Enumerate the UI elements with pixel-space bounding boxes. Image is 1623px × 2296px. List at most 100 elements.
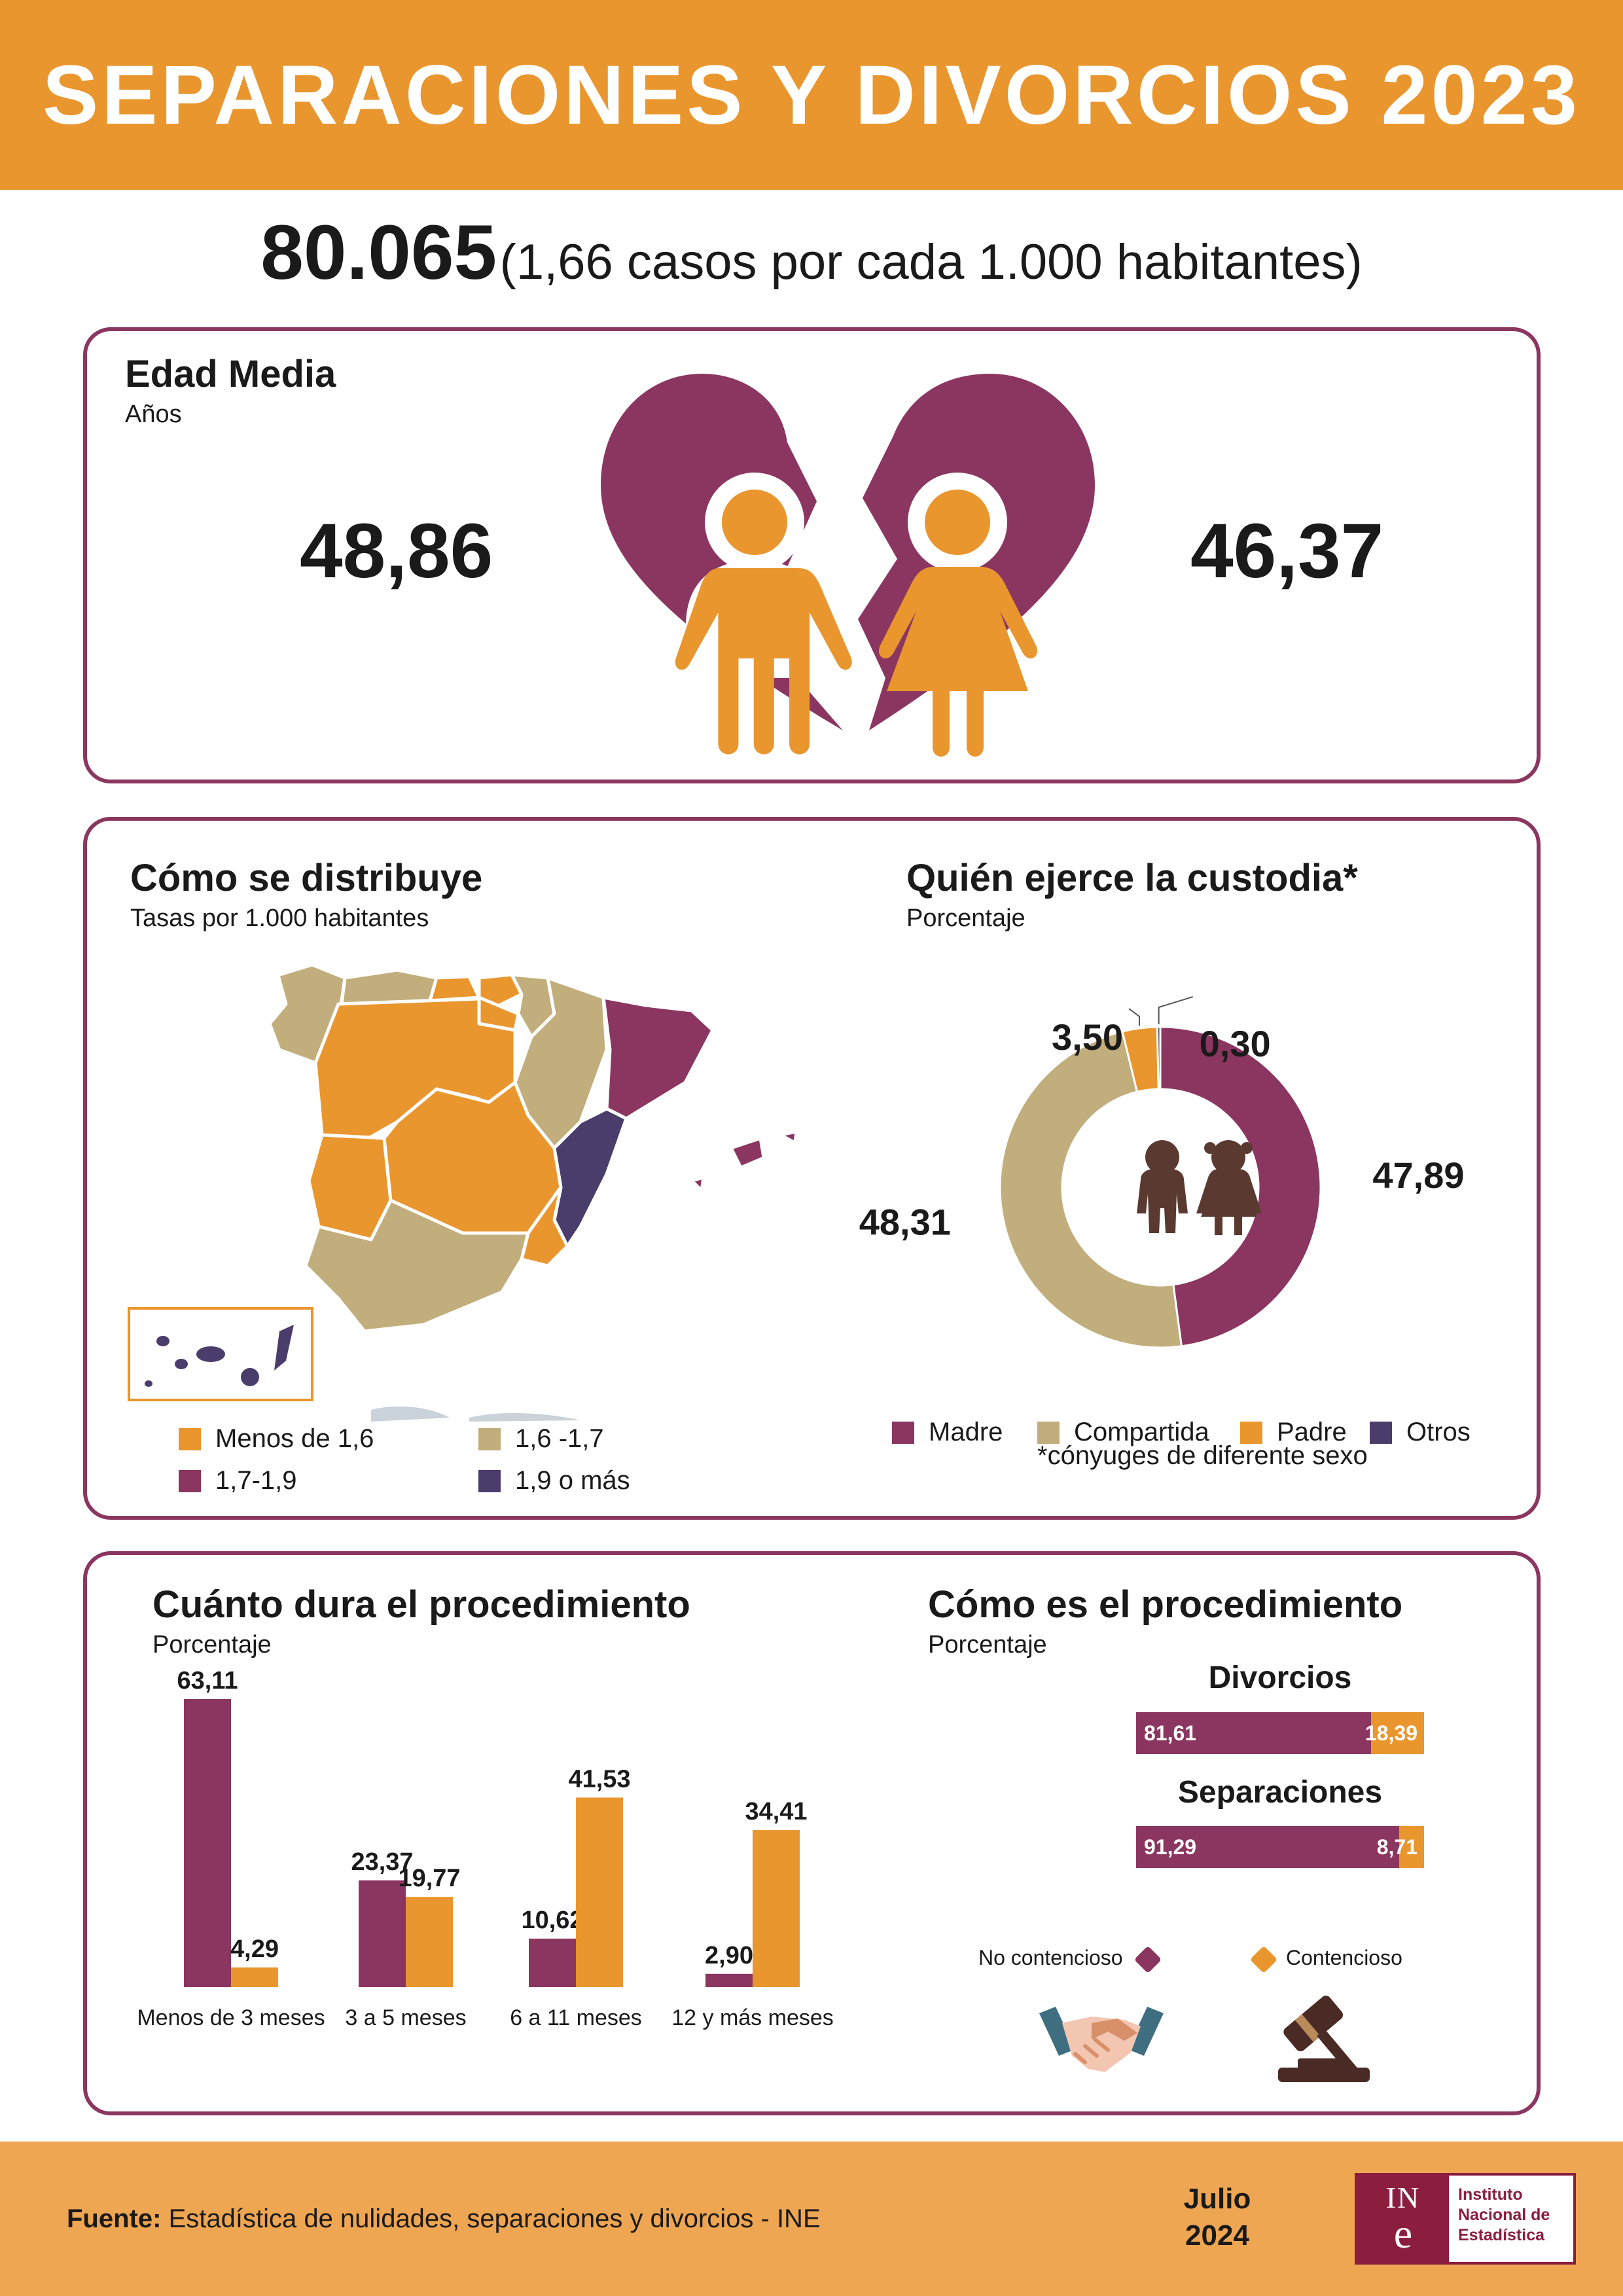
custody-title: Quién ejerce la custodia* xyxy=(906,857,1358,899)
legend-contencioso-diamond xyxy=(1251,1946,1277,1973)
legend-swatch-navy xyxy=(1370,1421,1392,1444)
legend-padre: Padre xyxy=(1240,1418,1347,1447)
leader-otros xyxy=(1158,996,1193,1025)
ine-logo-mark: IN e xyxy=(1357,2176,1449,2262)
legend-compartida: Compartida xyxy=(1037,1418,1209,1447)
region-asturias xyxy=(340,968,438,1006)
publication-date: Julio 2024 xyxy=(1145,2181,1289,2254)
legend-label: 1,7-1,9 xyxy=(215,1466,297,1495)
separations-no-contencioso-segment: 91,29 xyxy=(1136,1826,1399,1868)
bar-purple-3 xyxy=(705,1973,753,1987)
ine-logo[interactable]: IN e Instituto Nacional de Estadística xyxy=(1355,2173,1576,2265)
ine-logo-text: Instituto Nacional de Estadística xyxy=(1449,2176,1550,2262)
legend-1-6-1-7: 1,6 -1,7 xyxy=(478,1424,604,1454)
bar-value-label: 23,37 xyxy=(351,1848,413,1876)
broken-heart-icon xyxy=(601,374,1095,757)
bar-purple-1 xyxy=(359,1880,406,1987)
category-label: 12 y más meses xyxy=(671,2005,834,2030)
legend-label: Menos de 1,6 xyxy=(215,1424,374,1453)
age-panel: Edad Media Años 48,86 46,37 xyxy=(83,327,1541,783)
bar-orange-3 xyxy=(753,1830,800,1987)
duration-subtitle: Porcentaje xyxy=(152,1631,272,1659)
age-man-value: 48,86 xyxy=(300,508,493,594)
label-compartida: 48,31 xyxy=(859,1202,951,1243)
children-icon xyxy=(1137,1140,1262,1235)
bar-value-label: 63,11 xyxy=(177,1667,238,1695)
distribution-title: Cómo se distribuye xyxy=(130,857,483,899)
slice-compartida xyxy=(999,1030,1183,1349)
bar-value-label: 19,77 xyxy=(398,1865,460,1892)
age-title: Edad Media xyxy=(125,353,336,395)
bar-purple-2 xyxy=(529,1938,576,1987)
ine-logo-line: Estadística xyxy=(1458,2226,1545,2244)
date-month: Julio xyxy=(1183,2183,1251,2215)
legend-swatch-orange xyxy=(179,1427,201,1450)
region-pais-vasco xyxy=(477,973,524,1009)
spain-map xyxy=(128,963,798,1422)
legend-no-contencioso-diamond xyxy=(1135,1946,1161,1973)
total-cases: 80.065 (1,66 casos por cada 1.000 habita… xyxy=(0,208,1623,297)
source-text: Estadística de nulidades, separaciones y… xyxy=(168,2204,821,2233)
legend-1-9-mas: 1,9 o más xyxy=(478,1466,630,1496)
age-woman-value: 46,37 xyxy=(1190,508,1384,594)
source-line: Fuente: Estadística de nulidades, separa… xyxy=(67,2204,821,2234)
date-year: 2024 xyxy=(1185,2219,1249,2251)
category-label: 3 a 5 meses xyxy=(345,2005,466,2030)
category-label: 6 a 11 meses xyxy=(510,2005,642,2030)
separations-stacked-bar: 91,29 8,71 xyxy=(1136,1826,1424,1868)
distribution-subtitle: Tasas por 1.000 habitantes xyxy=(130,905,429,932)
legend-swatch-beige xyxy=(478,1427,501,1450)
total-value: 80.065 xyxy=(260,209,497,296)
ine-logo-in: IN xyxy=(1385,2181,1421,2214)
gavel-icon xyxy=(1278,1996,1370,2082)
legend-contencioso-label: Contencioso xyxy=(1286,1946,1402,1969)
legend-label: 1,6 -1,7 xyxy=(515,1424,604,1453)
legend-label: Compartida xyxy=(1074,1418,1209,1446)
header-banner: SEPARACIONES Y DIVORCIOS 2023 xyxy=(0,0,1623,190)
rate-text: (1,66 casos por cada 1.000 habitantes) xyxy=(499,234,1363,290)
bar-value-label: 4,29 xyxy=(230,1935,279,1963)
legend-label: Padre xyxy=(1277,1418,1347,1446)
legend-swatch-orange xyxy=(1240,1421,1262,1444)
legend-label: Madre xyxy=(929,1418,1003,1446)
legend-menos-1-6: Menos de 1,6 xyxy=(179,1424,374,1454)
custody-note: *cónyuges de diferente sexo xyxy=(1037,1441,1368,1470)
canarias-inset xyxy=(128,1307,313,1401)
label-padre: 3,50 xyxy=(1052,1016,1123,1058)
divorces-label: Divorcios xyxy=(1208,1660,1352,1695)
separations-label: Separaciones xyxy=(1177,1775,1383,1810)
divorces-no-contencioso-segment: 81,61 xyxy=(1136,1712,1372,1754)
legend-swatch-purple xyxy=(179,1469,201,1492)
bar-purple-0 xyxy=(184,1699,231,1987)
ine-logo-line: Nacional de xyxy=(1458,2206,1550,2224)
legend-label: Otros xyxy=(1406,1418,1471,1446)
bar-orange-0 xyxy=(231,1967,278,1987)
legend-madre: Madre xyxy=(892,1418,1003,1447)
leader-padre xyxy=(1128,1008,1141,1026)
region-cantabria xyxy=(428,975,481,1003)
legend-swatch-beige xyxy=(1037,1421,1060,1444)
divorces-contencioso-segment: 18,39 xyxy=(1365,1712,1424,1754)
source-label: Fuente: xyxy=(67,2204,162,2233)
legend-no-contencioso-label: No contencioso xyxy=(978,1946,1123,1969)
region-baleares-menorca xyxy=(778,1130,798,1145)
legend-otros: Otros xyxy=(1370,1418,1471,1447)
legend-swatch-navy xyxy=(478,1469,501,1492)
slice-otros xyxy=(1156,1026,1162,1090)
divorces-stacked-bar: 81,61 18,39 xyxy=(1136,1712,1424,1754)
page-title: SEPARACIONES Y DIVORCIOS 2023 xyxy=(42,48,1581,142)
region-andalucia xyxy=(304,1198,530,1333)
category-label: Menos de 3 meses xyxy=(137,2005,325,2030)
bar-value-label: 34,41 xyxy=(745,1798,807,1825)
label-madre: 47,89 xyxy=(1372,1155,1464,1196)
ine-logo-e: e xyxy=(1393,2210,1413,2257)
label-otros: 0,30 xyxy=(1200,1023,1271,1064)
region-baleares-mallorca xyxy=(729,1136,766,1170)
custody-donut-chart: 47,89 48,31 3,50 0,30 xyxy=(859,996,1465,1349)
separations-contencioso-segment: 8,71 xyxy=(1377,1826,1424,1868)
woman-icon xyxy=(879,473,1037,757)
slice-madre xyxy=(1159,1026,1322,1348)
distribution-panel: Cómo se distribuye Tasas por 1.000 habit… xyxy=(83,817,1541,1520)
man-icon xyxy=(675,473,852,755)
